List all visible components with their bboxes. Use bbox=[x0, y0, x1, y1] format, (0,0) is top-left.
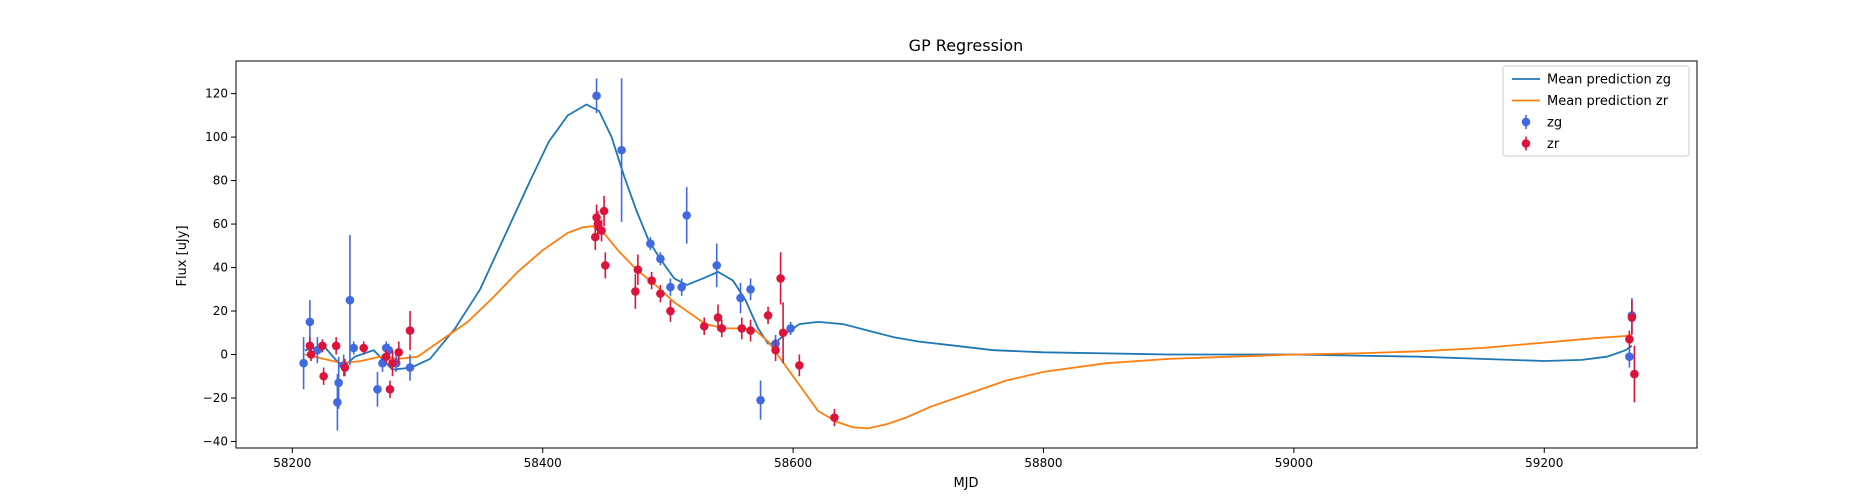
data-point-zr bbox=[776, 274, 785, 283]
data-point-zr bbox=[666, 306, 675, 316]
legend-marker-zg bbox=[1521, 117, 1531, 127]
data-point-zg bbox=[299, 358, 308, 368]
x-tick-label: 58200 bbox=[273, 456, 311, 470]
data-point-zr bbox=[746, 326, 755, 335]
legend-box bbox=[1502, 65, 1690, 157]
y-tick-label: 40 bbox=[213, 261, 228, 275]
data-point-zr bbox=[597, 226, 606, 235]
data-point-zr bbox=[737, 324, 747, 333]
data-point-zr bbox=[306, 350, 316, 359]
legend-label-zr: zr bbox=[1547, 137, 1560, 152]
data-point-zr bbox=[1630, 369, 1639, 379]
data-point-zg bbox=[1625, 352, 1634, 361]
plot-area bbox=[299, 78, 1639, 431]
data-point-zg bbox=[666, 282, 675, 292]
data-point-zr bbox=[599, 206, 609, 216]
data-point-zg bbox=[646, 239, 655, 248]
data-point-zr bbox=[713, 313, 723, 322]
x-tick-label: 58400 bbox=[524, 456, 562, 470]
legend-label-zg: zg bbox=[1547, 116, 1562, 131]
data-point-zr bbox=[699, 321, 709, 331]
legend-marker-zr bbox=[1521, 139, 1531, 148]
data-point-zg bbox=[333, 398, 342, 407]
data-point-zg bbox=[592, 91, 601, 101]
data-point-zr bbox=[331, 341, 341, 351]
data-point-zr bbox=[601, 261, 610, 270]
legend-label-mean-prediction-zg: Mean prediction zg bbox=[1547, 73, 1671, 88]
data-point-zg bbox=[746, 284, 755, 294]
data-point-zr bbox=[647, 276, 656, 285]
data-point-zr bbox=[381, 352, 391, 361]
axes: 58200 58400 58600 58800 59000 59200 −40 −20 0 20 4… bbox=[203, 60, 1698, 470]
x-tick-label: 58600 bbox=[774, 456, 812, 470]
data-point-zr bbox=[305, 341, 315, 351]
y-axis-label: Flux [uJy] bbox=[175, 225, 190, 286]
series-line-mean-prediction-zg bbox=[304, 103, 1633, 371]
legend: Mean prediction zg Mean prediction zr zg zr bbox=[1502, 65, 1690, 157]
y-tick-label: −40 bbox=[203, 434, 228, 448]
legend-label-mean-prediction-zr: Mean prediction zr bbox=[1547, 94, 1669, 109]
data-point-zr bbox=[633, 265, 643, 275]
y-tick-label: 100 bbox=[205, 130, 228, 144]
data-point-zr bbox=[592, 213, 601, 222]
data-point-zg bbox=[712, 261, 722, 270]
data-point-zg bbox=[405, 363, 415, 372]
y-tick-label: 60 bbox=[213, 217, 228, 231]
series-line-mean-prediction-zr bbox=[304, 225, 1633, 430]
data-point-zg bbox=[756, 395, 765, 405]
x-tick-label: 59200 bbox=[1525, 456, 1563, 470]
y-tick-label: 80 bbox=[213, 174, 228, 188]
y-tick-label: 0 bbox=[220, 348, 228, 362]
data-point-zg bbox=[786, 324, 795, 333]
data-point-zr bbox=[318, 341, 327, 351]
data-point-zr bbox=[405, 326, 415, 335]
data-point-zg bbox=[373, 384, 382, 394]
data-point-zr bbox=[830, 413, 839, 422]
data-point-zg bbox=[677, 282, 686, 292]
data-point-zr bbox=[631, 287, 640, 296]
data-point-zr bbox=[717, 324, 727, 333]
data-point-zr bbox=[385, 384, 395, 394]
data-point-zg bbox=[349, 343, 358, 353]
data-point-zr bbox=[359, 343, 368, 353]
data-point-zg bbox=[378, 358, 387, 368]
y-tick-label: −20 bbox=[203, 391, 228, 405]
data-point-zr bbox=[593, 219, 603, 229]
data-point-zr bbox=[795, 361, 804, 370]
data-point-zr bbox=[340, 363, 350, 372]
x-tick-label: 58800 bbox=[1024, 456, 1062, 470]
data-point-zr bbox=[1625, 334, 1634, 344]
y-tick-label: 20 bbox=[213, 304, 228, 318]
data-point-zr bbox=[319, 371, 328, 381]
data-point-zg bbox=[656, 254, 665, 264]
data-point-zr bbox=[763, 311, 773, 320]
data-point-zr bbox=[778, 328, 788, 338]
data-point-zr bbox=[388, 358, 397, 368]
data-point-zr bbox=[656, 289, 665, 298]
x-axis-label: MJD bbox=[953, 476, 978, 491]
chart-title: GP Regression bbox=[909, 36, 1024, 55]
y-tick-label: 120 bbox=[205, 87, 228, 101]
data-point-zg bbox=[736, 293, 745, 303]
data-point-zg bbox=[305, 317, 315, 327]
x-tick-label: 59000 bbox=[1275, 456, 1313, 470]
data-point-zg bbox=[334, 378, 343, 388]
data-point-zr bbox=[771, 345, 780, 355]
data-point-zg bbox=[345, 295, 355, 305]
plot-frame bbox=[235, 60, 1698, 449]
data-point-zg bbox=[617, 145, 626, 155]
data-point-zr bbox=[394, 348, 404, 357]
data-point-zg bbox=[682, 211, 691, 220]
data-point-zr bbox=[1627, 313, 1637, 322]
plot-content bbox=[299, 78, 1639, 431]
